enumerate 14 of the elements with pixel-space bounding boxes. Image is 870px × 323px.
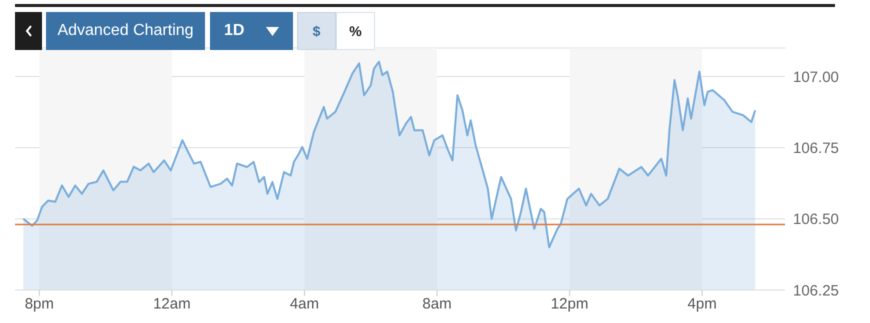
- x-tick-label: 12am: [153, 296, 191, 313]
- y-tick-label: 106.50: [793, 211, 839, 228]
- period-dropdown: 1D: [210, 12, 293, 50]
- x-tick-label: 12pm: [550, 296, 588, 313]
- x-tick-label: 4pm: [688, 296, 717, 313]
- x-tick-label: 8am: [422, 296, 452, 313]
- x-tick-label: 4am: [290, 296, 320, 313]
- y-tick-label: 106.25: [793, 282, 839, 300]
- y-tick-label: 106.75: [793, 140, 839, 157]
- y-tick-label: 107.00: [793, 68, 839, 86]
- currency-toggle: $: [297, 12, 336, 50]
- percent-toggle: %: [336, 12, 375, 50]
- x-tick-label: 8pm: [24, 296, 54, 313]
- charting-button: Advanced Charting: [46, 12, 205, 50]
